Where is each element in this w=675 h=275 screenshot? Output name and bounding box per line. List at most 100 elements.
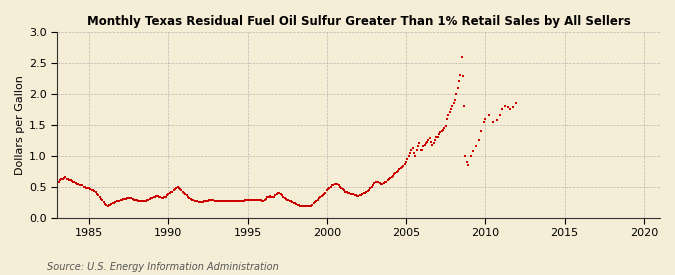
- Point: [125, 196, 136, 200]
- Point: [383, 177, 394, 182]
- Point: [335, 185, 346, 189]
- Point: [286, 199, 296, 204]
- Point: [271, 192, 282, 196]
- Point: [229, 199, 240, 204]
- Point: [379, 180, 390, 185]
- Point: [497, 107, 508, 111]
- Point: [114, 199, 125, 203]
- Point: [172, 185, 183, 189]
- Point: [394, 167, 405, 172]
- Point: [196, 200, 207, 204]
- Point: [319, 192, 329, 196]
- Point: [110, 200, 121, 204]
- Point: [283, 198, 294, 202]
- Point: [157, 196, 167, 200]
- Point: [117, 197, 128, 202]
- Point: [342, 191, 353, 195]
- Point: [216, 199, 227, 204]
- Point: [407, 146, 418, 150]
- Point: [320, 191, 331, 195]
- Point: [249, 198, 260, 202]
- Point: [390, 171, 401, 175]
- Point: [273, 191, 284, 195]
- Point: [57, 176, 68, 181]
- Point: [456, 54, 467, 59]
- Point: [298, 204, 308, 209]
- Point: [190, 199, 201, 204]
- Point: [241, 198, 252, 202]
- Point: [230, 199, 241, 204]
- Point: [90, 190, 101, 194]
- Point: [176, 188, 187, 192]
- Point: [212, 199, 223, 204]
- Point: [427, 142, 438, 147]
- Point: [356, 192, 367, 197]
- Point: [233, 199, 244, 204]
- Point: [154, 194, 165, 199]
- Point: [429, 141, 439, 145]
- Point: [411, 147, 422, 152]
- Point: [70, 181, 81, 185]
- Point: [261, 197, 271, 201]
- Point: [163, 192, 173, 196]
- Point: [433, 132, 444, 136]
- Point: [105, 202, 115, 207]
- Point: [321, 188, 332, 192]
- Point: [277, 193, 288, 197]
- Point: [345, 192, 356, 196]
- Point: [440, 124, 451, 128]
- Point: [223, 199, 234, 204]
- Point: [291, 202, 302, 206]
- Point: [248, 198, 259, 202]
- Point: [473, 138, 484, 142]
- Point: [128, 197, 139, 202]
- Point: [463, 163, 474, 167]
- Point: [136, 199, 147, 204]
- Point: [455, 73, 466, 78]
- Point: [415, 147, 426, 152]
- Point: [252, 198, 263, 202]
- Point: [365, 186, 376, 191]
- Point: [61, 176, 72, 181]
- Point: [217, 199, 228, 204]
- Point: [439, 126, 450, 130]
- Point: [255, 198, 266, 202]
- Point: [205, 198, 216, 202]
- Point: [68, 180, 78, 184]
- Point: [292, 202, 303, 207]
- Point: [375, 181, 386, 186]
- Point: [422, 140, 433, 144]
- Point: [346, 192, 357, 196]
- Point: [102, 204, 113, 208]
- Point: [267, 195, 278, 199]
- Point: [157, 196, 168, 200]
- Point: [447, 104, 458, 108]
- Point: [508, 105, 518, 110]
- Point: [89, 189, 100, 193]
- Point: [419, 142, 430, 147]
- Point: [430, 138, 441, 142]
- Point: [336, 186, 347, 190]
- Point: [354, 193, 365, 197]
- Point: [131, 198, 142, 202]
- Point: [350, 193, 361, 197]
- Point: [338, 187, 348, 191]
- Point: [155, 195, 166, 199]
- Point: [367, 185, 377, 189]
- Point: [462, 160, 472, 164]
- Point: [500, 104, 510, 108]
- Point: [374, 181, 385, 185]
- Point: [275, 192, 286, 196]
- Point: [377, 181, 387, 186]
- Point: [88, 188, 99, 192]
- Point: [134, 199, 144, 203]
- Point: [331, 181, 342, 186]
- Point: [237, 199, 248, 203]
- Point: [479, 119, 489, 124]
- Point: [510, 101, 521, 105]
- Point: [371, 180, 382, 184]
- Point: [227, 199, 238, 204]
- Point: [256, 199, 267, 203]
- Point: [184, 196, 195, 200]
- Point: [175, 187, 186, 191]
